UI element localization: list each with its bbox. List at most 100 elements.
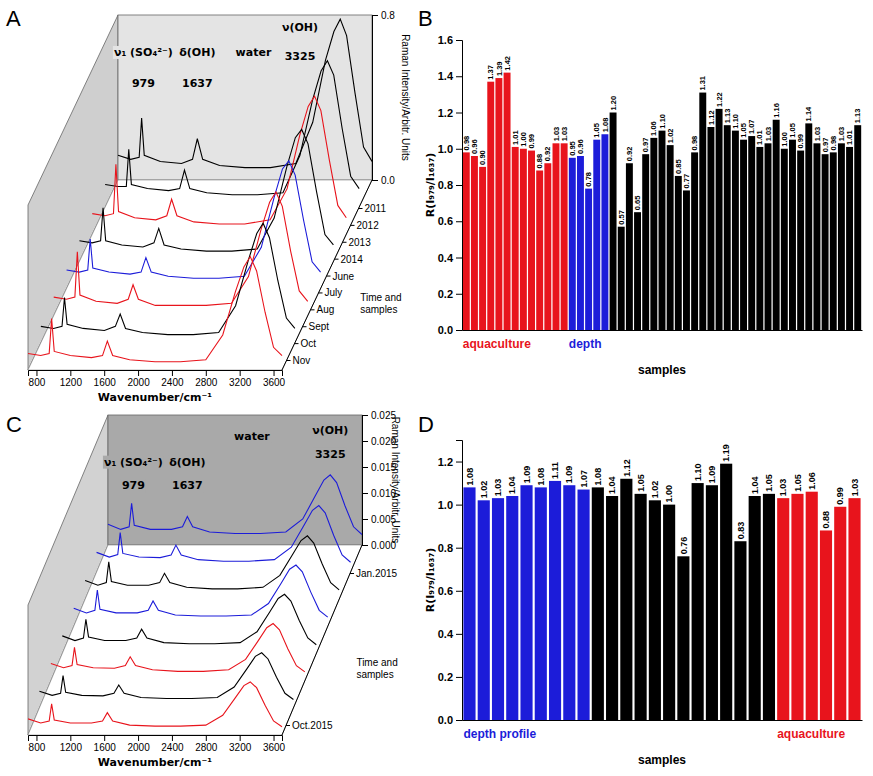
tick-label: 0.8 [381,10,395,21]
bar [692,483,704,720]
tick-label: 0.0 [438,714,453,726]
tick-label: 1.0 [438,143,453,155]
bar [610,113,617,331]
data-label: 0.83 [736,522,746,540]
depth-tick [343,242,347,243]
tick: 0.6 [438,585,462,597]
panel: 0.00.20.40.60.81.01.21.41.60.980.960.901… [418,6,863,377]
data-label: 1.03 [764,127,773,142]
bar [642,154,649,330]
x-axis: 8001200160020002400280032003600 [29,370,286,388]
data-label: 1.06 [807,472,817,490]
depth-tick [295,343,299,344]
depth-tick-label: 2011 [365,203,387,214]
data-label: 0.77 [682,174,691,189]
bar [593,140,600,330]
panel: 80012001600200024002800320036000.0000.00… [6,410,401,769]
tick-label: 0.6 [438,585,453,597]
bar [620,479,632,720]
data-label: 1.08 [536,468,546,486]
bar [463,487,475,720]
data-label: 1.12 [707,110,716,125]
depth-tick-label: Oct [301,338,317,349]
spectrum [51,624,305,672]
tick-label: 0.4 [438,628,454,640]
tick-mark [456,258,462,259]
bar [549,481,561,720]
depth-tick-label: 2012 [357,220,380,231]
tick: 0.0 [438,714,462,726]
label-patch [233,430,271,443]
bar [492,498,504,720]
bar [535,487,547,720]
tick-label: 0.0 [438,324,453,336]
tick-label: 800 [29,742,46,753]
data-label: 0.88 [821,511,831,529]
bar [606,496,618,720]
label-patch [311,424,349,437]
annotation: 1637 [172,479,203,492]
tick-label: 0.8 [438,542,453,554]
data-label: 1.09 [707,466,717,484]
tick-mark [362,519,368,520]
bar [659,131,666,330]
tick-mark [138,370,139,376]
plot-area [463,464,860,720]
panel-letter: D [418,412,434,437]
tick-mark [362,493,368,494]
annotation: 3325 [315,448,346,461]
annotation: water [236,46,272,59]
data-label: 0.65 [633,196,642,211]
data-label: 1.04 [507,476,517,494]
tick-label: 0.2 [438,288,453,300]
data-label: 1.42 [503,56,512,71]
bar [578,490,590,720]
spectrum [85,536,339,590]
y-axis: 0.00.20.40.60.81.01.2 [438,441,463,727]
tick-label: 2800 [195,742,218,753]
bar [463,152,470,330]
label-patch [181,77,214,90]
label-patch [168,456,206,469]
tick: 1.6 [438,34,462,46]
bar [635,494,647,720]
depth-axis-line [282,180,372,370]
annotation: 979 [122,479,145,492]
tick: 0.0 [438,324,462,336]
tick: 0.8 [372,10,395,21]
x-axis [463,720,863,721]
tick-mark [240,370,241,376]
depth-tick-label: June [333,271,355,282]
tick-label: 800 [29,377,46,388]
bar [805,123,812,330]
bar [720,464,732,720]
bar [820,530,832,720]
bar [663,505,675,720]
back-wall [118,15,372,180]
spectrum [118,19,372,168]
annotation: ν(OH) [282,21,318,34]
x-axis-line [29,736,283,742]
bar [756,147,763,330]
depth-tick-label: Aug [317,304,335,315]
data-label: 1.05 [793,474,803,492]
annotation: ν₁ (SO₄²⁻) [104,456,163,469]
data-label: 1.16 [772,103,781,118]
annotation: 1637 [182,77,213,90]
y-axis-line [456,41,463,331]
tick-mark [456,720,462,721]
data-label: 1.22 [715,92,724,107]
tick-mark [456,185,462,186]
tick-mark [362,545,368,546]
tick-label: 3600 [263,742,286,753]
bar [553,143,560,330]
tick-mark [456,76,462,77]
bar [650,138,657,330]
data-label: 1.07 [579,470,589,488]
group-label: aquaculture [463,337,531,351]
bar [706,485,718,720]
spectrum [28,257,282,362]
depth-tick [286,725,290,726]
data-label: 0.97 [641,138,650,153]
tick: 0.2 [438,671,462,683]
